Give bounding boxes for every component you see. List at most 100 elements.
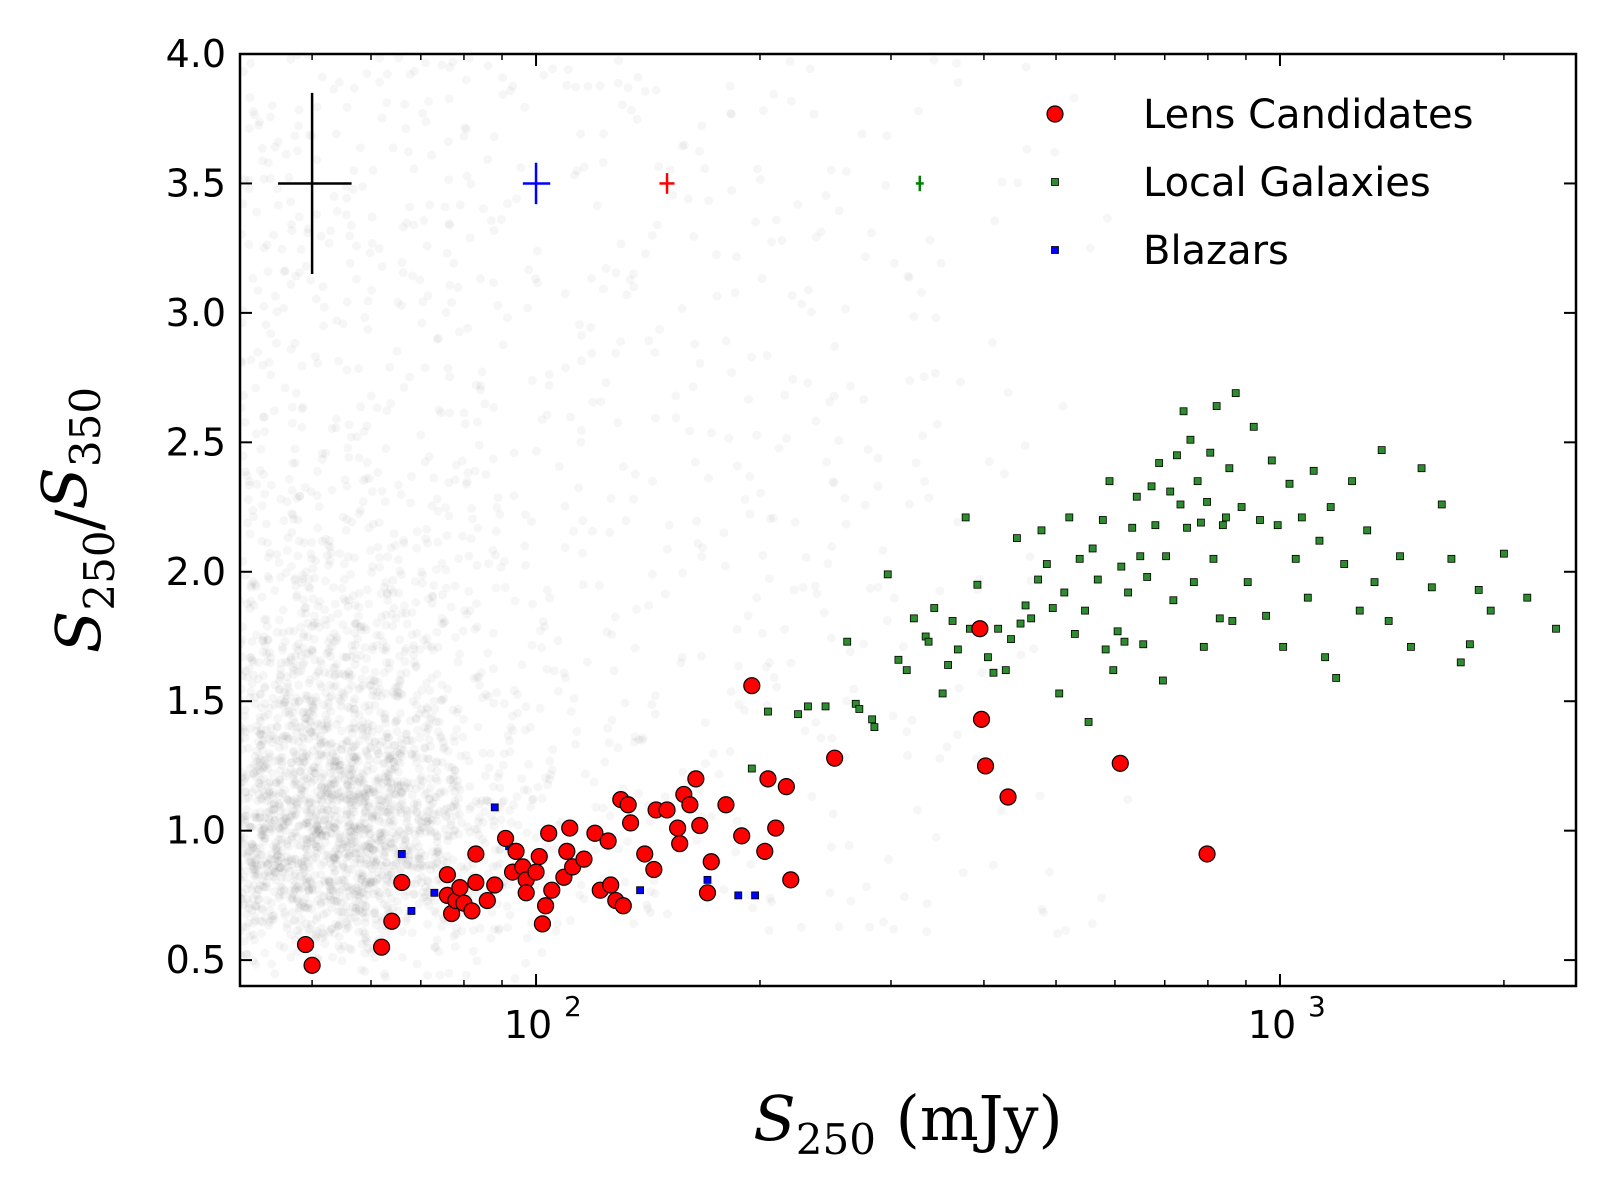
background-point bbox=[859, 395, 868, 404]
background-point bbox=[145, 848, 154, 857]
background-point bbox=[350, 742, 359, 751]
background-point bbox=[641, 87, 650, 96]
local-galaxy-point bbox=[1396, 552, 1404, 561]
background-point bbox=[248, 577, 257, 586]
background-point bbox=[454, 283, 463, 292]
background-point bbox=[152, 791, 161, 800]
background-point bbox=[715, 770, 724, 779]
background-point bbox=[727, 687, 736, 696]
background-point bbox=[333, 762, 342, 771]
background-point bbox=[203, 874, 212, 883]
background-point bbox=[280, 742, 289, 751]
background-point bbox=[203, 889, 212, 898]
background-point bbox=[411, 598, 420, 607]
background-point bbox=[343, 297, 352, 306]
background-point bbox=[182, 927, 191, 936]
background-point bbox=[447, 602, 456, 611]
background-point bbox=[458, 532, 467, 541]
local-galaxy-point bbox=[1315, 536, 1324, 545]
background-point bbox=[772, 683, 781, 692]
background-point bbox=[308, 645, 317, 654]
background-point bbox=[861, 501, 870, 510]
background-point bbox=[933, 420, 942, 429]
background-point bbox=[538, 415, 547, 424]
lens-candidate-point bbox=[1111, 754, 1129, 772]
background-point bbox=[1036, 791, 1045, 800]
background-point bbox=[465, 552, 474, 561]
background-point bbox=[644, 601, 653, 610]
background-point bbox=[902, 727, 911, 736]
background-point bbox=[904, 272, 913, 281]
background-point bbox=[506, 911, 515, 920]
background-point bbox=[169, 769, 178, 778]
background-point bbox=[203, 782, 212, 791]
local-galaxy-point bbox=[1169, 596, 1178, 605]
background-point bbox=[822, 191, 831, 200]
blazar-point bbox=[490, 803, 499, 812]
local-galaxy-point bbox=[1179, 407, 1188, 416]
background-point bbox=[144, 910, 153, 919]
background-point bbox=[275, 814, 284, 823]
background-point bbox=[295, 492, 304, 501]
background-point bbox=[532, 833, 541, 842]
background-point bbox=[267, 800, 276, 809]
background-point bbox=[355, 603, 364, 612]
background-point bbox=[359, 681, 368, 690]
lens-candidate-point bbox=[561, 819, 579, 837]
background-point bbox=[943, 742, 952, 751]
background-point bbox=[273, 714, 282, 723]
background-point bbox=[295, 212, 304, 221]
background-point bbox=[179, 922, 188, 931]
background-point bbox=[506, 723, 515, 732]
lens-candidate-point bbox=[383, 912, 401, 930]
background-point bbox=[415, 734, 424, 743]
background-point bbox=[365, 474, 374, 483]
local-galaxy-point bbox=[1176, 500, 1185, 509]
background-point bbox=[253, 796, 262, 805]
lens-candidate-point bbox=[826, 749, 844, 767]
background-point bbox=[846, 647, 855, 656]
background-point bbox=[246, 355, 255, 364]
local-galaxy-point bbox=[1437, 500, 1446, 509]
local-galaxy-point bbox=[1084, 718, 1093, 726]
background-point bbox=[258, 593, 267, 602]
lens-candidate-point bbox=[296, 935, 315, 954]
background-point bbox=[161, 741, 170, 750]
background-point bbox=[255, 118, 264, 127]
background-point bbox=[249, 107, 258, 116]
local-galaxy-point bbox=[1109, 666, 1118, 675]
background-point bbox=[437, 60, 446, 69]
background-point bbox=[136, 618, 145, 627]
background-point bbox=[198, 779, 207, 788]
background-point bbox=[279, 516, 288, 525]
local-galaxy-point bbox=[1377, 446, 1386, 455]
background-point bbox=[224, 767, 233, 776]
background-point bbox=[600, 757, 609, 766]
background-point bbox=[548, 745, 557, 754]
local-galaxy-point bbox=[1273, 521, 1282, 530]
background-point bbox=[278, 883, 287, 892]
local-galaxy-point bbox=[930, 604, 939, 612]
background-point bbox=[577, 356, 586, 365]
background-point bbox=[561, 289, 570, 298]
background-point bbox=[283, 546, 292, 555]
background-point bbox=[155, 858, 164, 867]
background-point bbox=[445, 511, 454, 520]
background-point bbox=[554, 687, 563, 696]
background-point bbox=[358, 182, 367, 191]
background-point bbox=[587, 349, 596, 358]
background-point bbox=[432, 767, 441, 776]
background-point bbox=[175, 731, 184, 740]
background-point bbox=[461, 419, 470, 428]
background-point bbox=[772, 216, 781, 225]
background-point bbox=[326, 740, 335, 749]
lens-candidate-point bbox=[733, 827, 751, 845]
background-point bbox=[286, 953, 295, 962]
background-point bbox=[343, 626, 352, 635]
local-galaxy-point bbox=[994, 624, 1003, 633]
background-point bbox=[862, 882, 871, 891]
background-point bbox=[620, 878, 629, 887]
background-point bbox=[412, 544, 421, 553]
background-point bbox=[454, 705, 463, 714]
local-galaxy-point bbox=[902, 666, 911, 675]
